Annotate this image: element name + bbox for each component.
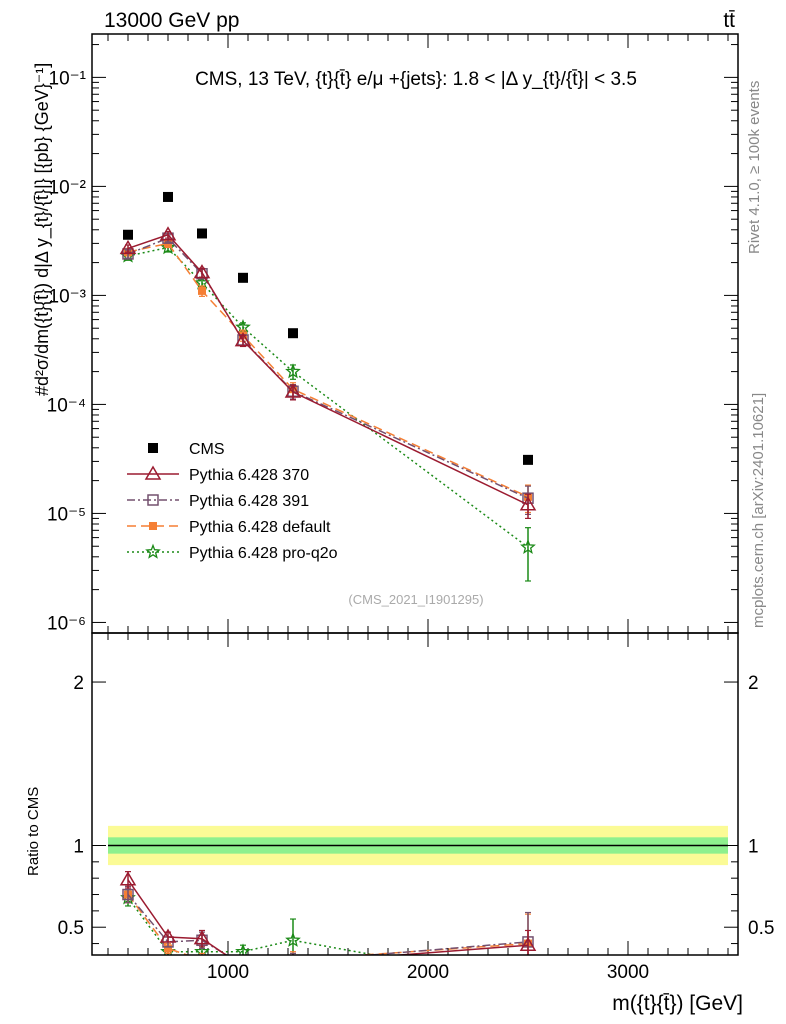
data-point — [198, 286, 206, 295]
data-point — [292, 954, 294, 955]
ratio-ticks: 0.5 0.5 1 1 2 2 1000 2000 3000 — [58, 633, 774, 983]
data-point — [149, 522, 157, 530]
series-cms — [123, 191, 533, 465]
legend-label: Pythia 6.428 pro-q2o — [189, 545, 338, 562]
mcplots-label: mcplots.cern.ch [arXiv:2401.10621] — [750, 393, 767, 628]
data-point — [238, 272, 248, 283]
ratio-tick-label: 1 — [73, 836, 84, 857]
ratio-line — [127, 894, 529, 955]
data-point — [145, 543, 161, 559]
main-panel: 10⁻⁶ 10⁻⁵ 10⁻⁴ 10⁻³ 10⁻² 10⁻¹ CMS, 13 TeV, {t… — [32, 33, 739, 634]
series-pythia-6-428-391 — [122, 232, 534, 515]
main-curves — [119, 191, 537, 582]
chart-title: CMS, 13 TeV, {t}{t̄} e/μ +{jets}: 1.8 < … — [195, 69, 637, 90]
data-point — [519, 496, 537, 511]
data-point — [123, 229, 133, 240]
x-tick-label: 3000 — [607, 962, 649, 983]
data-point — [160, 239, 176, 255]
y-tick-label: 10⁻² — [49, 177, 87, 198]
ratio-series-pythia-6-428-391 — [122, 885, 534, 967]
data-point — [289, 956, 297, 964]
data-point — [164, 944, 172, 953]
data-point — [288, 957, 298, 967]
x-tick-label: 1000 — [207, 962, 249, 983]
legend-label: CMS — [189, 441, 225, 458]
series-line — [127, 246, 529, 548]
data-point — [285, 931, 301, 947]
series-line — [127, 233, 529, 506]
x-axis-label: m({t}{t̄}) [GeV] — [612, 992, 743, 1015]
ratio-tick-label: 1 — [748, 836, 759, 857]
analysis-watermark: (CMS_2021_I1901295) — [348, 592, 483, 607]
data-point — [144, 465, 162, 480]
ratio-frame — [91, 632, 739, 956]
data-point — [284, 383, 302, 398]
y-tick-label: 10⁻¹ — [49, 68, 87, 89]
legend-label: Pythia 6.428 370 — [189, 467, 309, 484]
series-line — [127, 237, 529, 499]
data-point — [197, 228, 207, 239]
data-point — [522, 976, 534, 988]
ratio-band — [108, 825, 728, 866]
series-line — [127, 242, 529, 498]
legend-label: Pythia 6.428 default — [189, 519, 331, 536]
data-point — [163, 191, 173, 202]
ratio-axis-label: Ratio to CMS — [25, 787, 42, 876]
ratio-line — [127, 879, 529, 955]
main-frame — [91, 33, 739, 634]
data-point — [234, 332, 252, 347]
legend-item: Pythia 6.428 370 — [127, 465, 309, 484]
legend: CMS Pythia 6.428 370 Pythia 6.428 391 Pythi… — [127, 441, 338, 562]
series-pythia-6-428-370 — [119, 226, 537, 520]
data-point — [193, 930, 211, 945]
ratio-tick-label: 0.5 — [748, 918, 774, 939]
y-axis-label: #d²σ/dm({t}{t̄}) d|Δ y_{t}/{t̄}|} [{pb} … — [32, 63, 53, 396]
ratio-tick-label: 0.5 — [58, 918, 84, 939]
y-tick-label: 10⁻⁶ — [47, 613, 86, 634]
ratio-series-pythia-6-428-370 — [119, 871, 537, 955]
ratio-tick-label: 2 — [73, 673, 84, 694]
ratio-tick-label: 2 — [748, 673, 759, 694]
legend-item: CMS — [148, 441, 225, 458]
y-tick-label: 10⁻⁴ — [47, 395, 86, 416]
data-point — [159, 226, 177, 241]
data-point — [148, 443, 158, 453]
data-point — [285, 363, 301, 379]
data-point — [147, 494, 159, 506]
y-tick-label: 10⁻⁵ — [47, 504, 86, 525]
data-point — [122, 888, 134, 901]
ratio-series-pythia-6-428-default — [124, 885, 532, 964]
data-point — [288, 328, 298, 339]
ratio-panel: 0.5 0.5 1 1 2 2 1000 2000 3000 Ratio to CMS — [25, 632, 774, 988]
legend-label: Pythia 6.428 391 — [189, 493, 309, 510]
data-point — [159, 928, 177, 943]
ratio-series-pythia-6-428-pro-q2o — [120, 889, 534, 988]
legend-item: Pythia 6.428 391 — [127, 493, 309, 510]
data-point — [519, 936, 537, 951]
data-point — [119, 871, 137, 886]
channel-label: tt̄ — [723, 9, 735, 32]
ratio-curves — [119, 871, 537, 988]
data-point — [198, 956, 206, 964]
legend-item: Pythia 6.428 pro-q2o — [127, 543, 338, 562]
data-point — [520, 538, 536, 554]
process-label: 13000 GeV pp — [104, 9, 239, 32]
rivet-label: Rivet 4.1.0, ≥ 100k events — [746, 81, 763, 254]
data-point — [523, 454, 533, 465]
legend-item: Pythia 6.428 default — [127, 519, 331, 536]
x-tick-label: 2000 — [407, 962, 449, 983]
main-ticks: 10⁻⁶ 10⁻⁵ 10⁻⁴ 10⁻³ 10⁻² 10⁻¹ — [47, 34, 738, 634]
data-point — [193, 264, 211, 279]
y-tick-label: 10⁻³ — [49, 286, 87, 307]
data-point — [119, 239, 137, 255]
